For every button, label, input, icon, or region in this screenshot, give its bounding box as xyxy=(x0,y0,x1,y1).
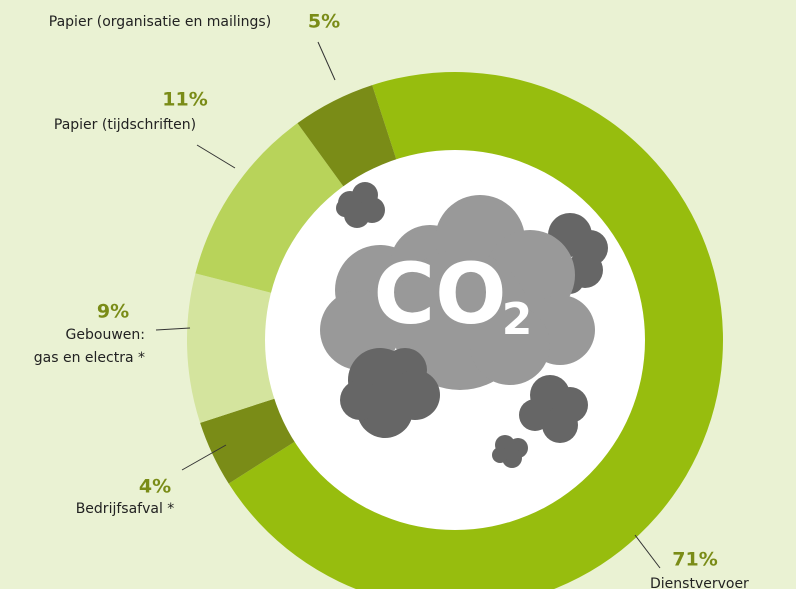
center-label: CO xyxy=(373,245,506,343)
value-label: 9% xyxy=(97,301,129,323)
center-subscript: 2 xyxy=(502,294,533,345)
category-label: gas en electra * xyxy=(34,350,145,366)
category-label: Bedrijfsafval * xyxy=(76,501,175,517)
category-label: Dienstvervoer xyxy=(650,576,749,589)
category-label: Papier (tijdschriften) xyxy=(54,117,196,133)
category-label: Gebouwen: xyxy=(66,327,145,343)
donut-segment xyxy=(187,273,276,422)
category-label: Papier (organisatie en mailings) xyxy=(49,14,271,30)
value-label: 11% xyxy=(162,89,207,111)
value-label: 4% xyxy=(139,476,171,498)
value-label: 5% xyxy=(308,11,340,33)
value-label: 71% xyxy=(672,549,717,571)
chart: CO 2 71% Dienstvervoer 4% Bedrijfsafval * 9%… xyxy=(0,0,796,589)
